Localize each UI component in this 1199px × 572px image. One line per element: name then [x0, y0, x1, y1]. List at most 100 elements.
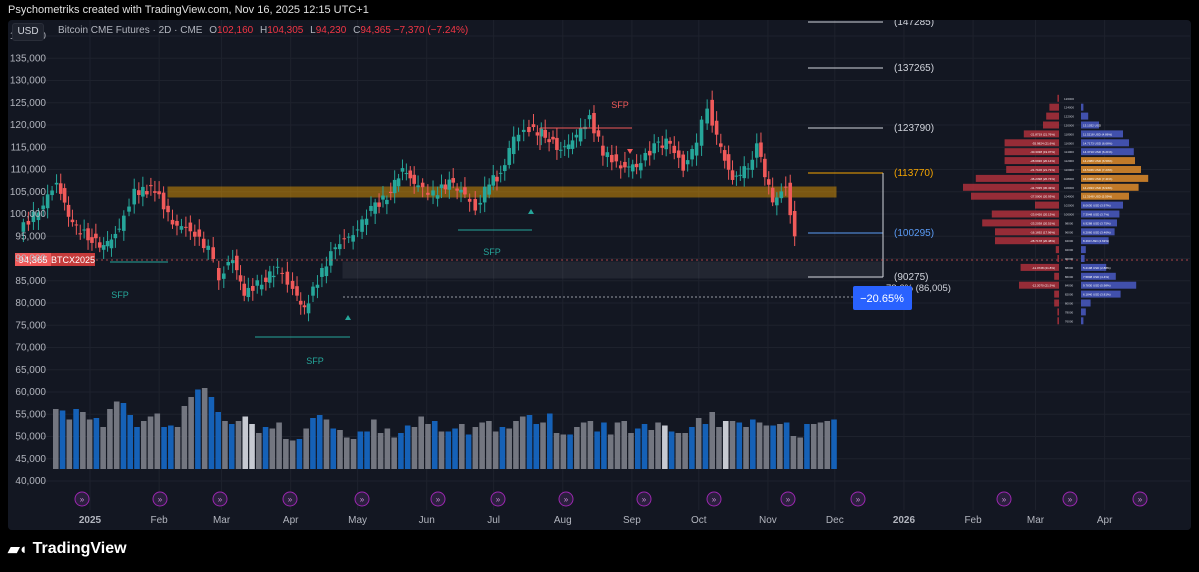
signal-marker	[345, 315, 351, 320]
volume-bar	[283, 439, 289, 469]
candle-body	[730, 170, 735, 180]
candle-body	[551, 136, 555, 140]
event-marker[interactable]: »	[282, 491, 298, 507]
event-marker[interactable]: »	[996, 491, 1012, 507]
candle	[618, 160, 623, 179]
x-tick-label: Mar	[213, 515, 231, 526]
event-marker[interactable]: »	[430, 491, 446, 507]
candle-body	[482, 186, 487, 203]
profile-bid-bar	[1020, 263, 1059, 271]
profile-price: 84000	[1065, 284, 1074, 288]
candle	[614, 145, 619, 168]
candle	[105, 231, 110, 252]
event-marker[interactable]: »	[558, 491, 574, 507]
volume-bar	[445, 431, 452, 469]
profile-ask-bar	[1081, 166, 1141, 173]
profile-row: 126000	[1057, 94, 1074, 102]
event-marker[interactable]: »	[490, 491, 506, 507]
candle	[86, 222, 90, 250]
candle	[730, 160, 735, 185]
profile-price: 108000	[1064, 177, 1074, 181]
candle-body	[447, 179, 452, 190]
candle-body	[62, 188, 67, 203]
y-tick-label: 65,000	[15, 365, 46, 376]
candle	[652, 134, 656, 160]
profile-row: 116000 -35.9824 (21.6%) 14.7173 USD (6.66%…	[1004, 139, 1129, 147]
chart-svg[interactable]: SFP SFP SFP SFP (147285) (137265) (123790) (113…	[8, 20, 1191, 530]
profile-bid-label: -16.1692 (17.96%)	[1030, 230, 1055, 234]
volume-bar	[323, 419, 330, 469]
volume-bar	[452, 428, 458, 469]
candle	[404, 163, 409, 181]
event-marker[interactable]: »	[850, 491, 866, 507]
candle-body	[668, 140, 672, 144]
profile-price: 80000	[1065, 302, 1074, 306]
candle-body	[295, 286, 299, 296]
candle	[605, 146, 610, 167]
volume-bar	[668, 431, 675, 469]
volume-bar	[492, 431, 499, 469]
event-marker[interactable]: »	[74, 491, 90, 507]
candle-body	[676, 150, 681, 158]
profile-ask-label: 8.0630 USD (3.97%)	[1083, 204, 1111, 208]
event-markers[interactable]: » » » » » » » » » » » » » » »	[74, 491, 1148, 507]
profile-bid-bar	[1055, 246, 1059, 254]
fib-label: (100295)	[894, 228, 934, 239]
profile-bid-label: -41.7035 (30.43%)	[1030, 186, 1055, 190]
event-marker[interactable]: »	[212, 491, 228, 507]
event-marker[interactable]: »	[152, 491, 168, 507]
currency-button[interactable]: USD	[12, 23, 44, 41]
profile-ask-label: 7.5808 USD (4.4%)	[1083, 275, 1109, 279]
volume-bar	[100, 427, 106, 469]
candle	[149, 177, 153, 196]
event-marker[interactable]: »	[780, 491, 796, 507]
event-marker[interactable]: »	[706, 491, 722, 507]
candle-body	[783, 186, 788, 188]
candle	[775, 192, 779, 216]
x-tick-label: Feb	[151, 515, 169, 526]
candle	[668, 137, 672, 154]
event-marker[interactable]: »	[636, 491, 652, 507]
profile-price: 88000	[1065, 266, 1074, 270]
candle	[117, 218, 122, 233]
y-tick-label: 100,000	[10, 209, 47, 220]
volume-bar	[486, 421, 492, 469]
y-tick-label: 80,000	[15, 298, 46, 309]
candle-body	[259, 284, 264, 290]
volume-bar	[641, 424, 648, 469]
candle	[690, 145, 694, 167]
y-tick-label: 45,000	[15, 454, 46, 465]
profile-bid-label: -28.7178 (20.48%)	[1030, 239, 1055, 243]
candle-body	[197, 229, 202, 237]
profile-ask-bar	[1081, 246, 1086, 254]
candle-body	[416, 185, 420, 188]
volume-bar	[777, 424, 783, 469]
candle-body	[408, 170, 413, 179]
event-circle	[850, 491, 866, 507]
candle	[750, 151, 755, 178]
candle-body	[412, 174, 416, 184]
candle-body	[618, 165, 623, 169]
candle	[676, 141, 681, 169]
event-marker[interactable]: »	[354, 491, 370, 507]
profile-ask-label: 14.7173 USD (6.66%)	[1083, 141, 1112, 145]
candle-body	[623, 161, 627, 168]
event-marker[interactable]: »	[1062, 491, 1078, 507]
candle	[280, 267, 284, 284]
profile-bid-label: -30.3038 (19.07%)	[1030, 150, 1055, 154]
volume-bar	[59, 410, 66, 469]
candle-body	[82, 229, 86, 231]
profile-bid-bar	[1057, 255, 1059, 262]
x-tick-label: Oct	[691, 515, 707, 526]
brand-name: TradingView	[32, 540, 127, 557]
candle-body	[78, 233, 83, 235]
candle-body	[714, 120, 719, 135]
volume-bar	[560, 434, 567, 469]
event-marker[interactable]: »	[1132, 491, 1148, 507]
candle-body	[41, 205, 45, 210]
legend-high-label: H	[259, 25, 268, 36]
volume-bar	[208, 397, 215, 469]
candle	[507, 140, 512, 169]
candle	[630, 159, 635, 179]
candle-body	[694, 142, 699, 156]
